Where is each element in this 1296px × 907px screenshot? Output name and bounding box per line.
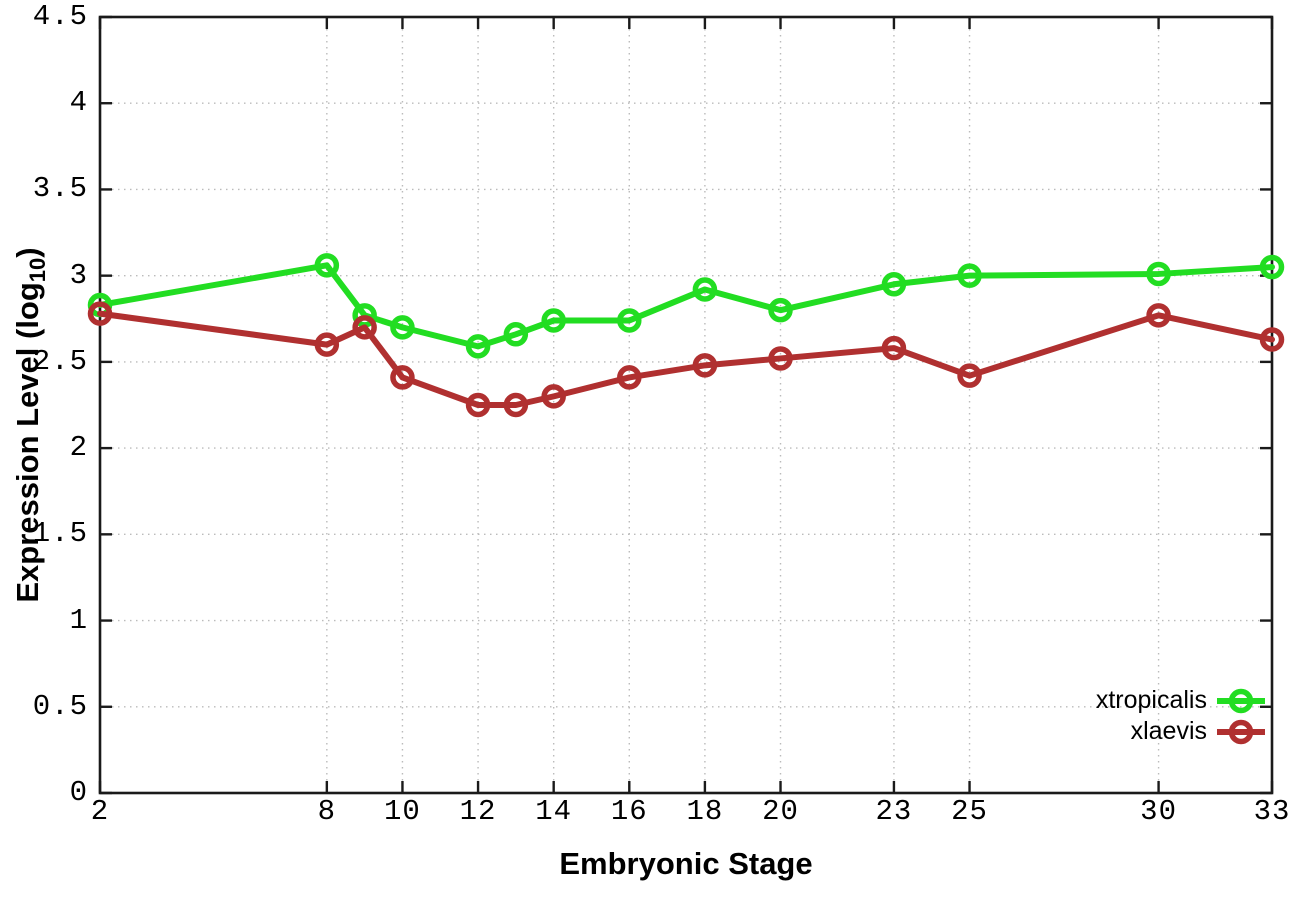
y-tick-label: 4.5 [32,0,88,33]
data-point-xtropicalis [768,297,793,323]
data-point-xtropicalis [617,308,642,333]
data-point-xlaevis [692,353,718,378]
y-axis-title: Expression Level (log10) [7,175,50,675]
y-tick-label: 1.5 [32,517,88,551]
y-tick-label: 4 [69,86,88,120]
data-point-xlaevis [1146,303,1171,328]
data-point-xtropicalis [503,322,529,347]
legend-circle-xlaevis [1228,719,1254,744]
x-tick-label: 2 [90,795,110,828]
x-tick-label: 16 [610,795,648,828]
data-point-xlaevis [503,392,529,418]
legend: xtropicalis xlaevis [1096,685,1266,747]
x-tick-label: 14 [535,795,573,828]
data-point-xlaevis [541,384,566,409]
y-tick-label: 3 [69,258,88,292]
x-tick-label: 20 [762,795,799,828]
legend-circle-xtropicalis [1228,688,1254,713]
plot-border [98,15,1274,795]
data-point-xlaevis [390,365,415,390]
y-tick-label: 1 [69,603,88,637]
x-tick-label: 10 [384,795,421,828]
legend-row-xlaevis: xlaevis [1096,716,1266,747]
y-axis-title-close: ) [10,247,45,258]
y-tick-label: 3.5 [32,172,88,206]
data-point-xlaevis [314,332,340,357]
data-point-xlaevis [465,392,491,418]
legend-row-xtropicalis: xtropicalis [1096,685,1266,716]
line-point-marker-icon [1217,719,1265,744]
data-point-xlaevis [881,335,907,361]
y-tick-label: 0.5 [32,689,88,723]
x-tick-label: 8 [317,795,337,828]
x-tick-label: 30 [1140,795,1177,828]
data-point-xlaevis [617,365,642,390]
data-point-xtropicalis [1259,254,1285,280]
data-point-xlaevis [957,363,982,388]
line-point-marker-icon [1217,688,1265,713]
data-point-xlaevis [352,315,377,340]
x-tick-label: 25 [951,795,988,828]
data-point-xtropicalis [541,308,566,333]
y-tick-label: 0 [69,776,88,809]
legend-label-xlaevis: xlaevis [1130,717,1207,745]
data-point-xtropicalis [957,263,982,288]
series-line-xlaevis [97,310,1275,408]
x-axis-title: Embryonic Stage [559,846,813,881]
y-tick-label: 2 [69,431,88,465]
y-tick-label: 2.5 [32,344,88,378]
data-point-xtropicalis [692,277,718,302]
x-tick-label: 23 [875,795,913,828]
data-point-xtropicalis [881,272,907,297]
data-point-xtropicalis [390,315,415,340]
data-point-xtropicalis [465,334,491,359]
data-point-xlaevis [1259,327,1285,352]
data-point-xlaevis [768,346,793,371]
legend-label-xtropicalis: xtropicalis [1095,686,1207,714]
x-tick-label: 33 [1253,795,1291,828]
x-tick-label: 18 [686,795,724,828]
data-point-xtropicalis [1146,261,1171,287]
x-tick-label: 12 [459,795,497,828]
data-point-xtropicalis [314,253,340,278]
data-point-xlaevis [87,301,113,326]
